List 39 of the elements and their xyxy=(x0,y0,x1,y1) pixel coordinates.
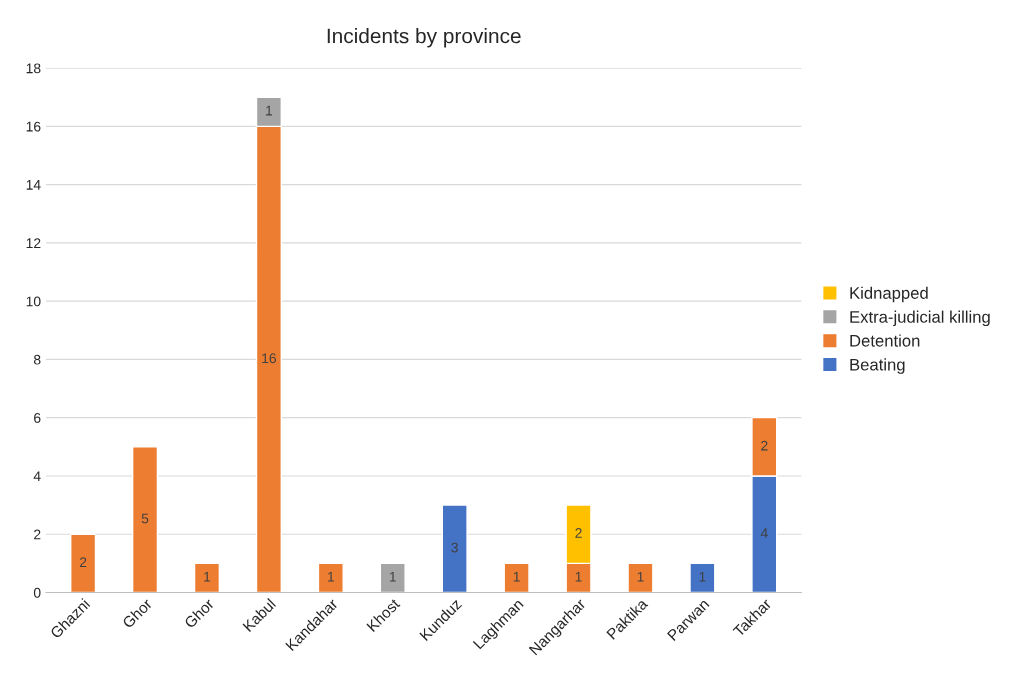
bar xyxy=(317,562,344,593)
legend-label: Detention xyxy=(850,334,920,347)
y-tick-label: 14 xyxy=(26,180,41,190)
y-tick-label: 18 xyxy=(26,63,41,74)
bar xyxy=(441,504,468,593)
legend-label: Beating xyxy=(850,358,905,374)
y-tick-label: 6 xyxy=(34,413,41,423)
bar xyxy=(70,533,97,593)
data-label: 2 xyxy=(761,440,768,451)
y-tick-label: 0 xyxy=(33,587,41,598)
data-label: 4 xyxy=(760,528,768,538)
y-tick-label: 8 xyxy=(33,354,41,365)
y-tick-label: 4 xyxy=(33,471,41,481)
bar xyxy=(503,562,530,593)
data-label: 2 xyxy=(575,528,582,538)
bar xyxy=(131,446,159,593)
y-tick-label: 2 xyxy=(34,529,41,540)
data-label: 16 xyxy=(262,353,277,364)
y-tick-label: 12 xyxy=(26,238,41,248)
data-label: 3 xyxy=(451,542,458,553)
data-label: 5 xyxy=(141,513,149,524)
bar xyxy=(193,562,221,593)
bar xyxy=(379,562,406,593)
legend-label: Kidnapped xyxy=(850,286,928,303)
data-label: 1 xyxy=(389,571,396,582)
data-label: 1 xyxy=(637,571,644,582)
data-label: 1 xyxy=(328,571,335,582)
data-label: 1 xyxy=(513,571,520,582)
bar xyxy=(689,562,716,593)
bar xyxy=(627,562,654,593)
data-label: 1 xyxy=(575,571,582,582)
y-tick-label: 16 xyxy=(26,121,41,132)
data-label: 2 xyxy=(79,557,87,567)
data-label: 1 xyxy=(266,105,273,116)
data-label: 1 xyxy=(204,571,211,582)
chart-title: Incidents by province xyxy=(327,28,521,48)
y-tick-label: 10 xyxy=(26,296,41,307)
legend-label: Extra-judicial killing xyxy=(850,310,990,327)
data-label: 1 xyxy=(699,571,706,582)
